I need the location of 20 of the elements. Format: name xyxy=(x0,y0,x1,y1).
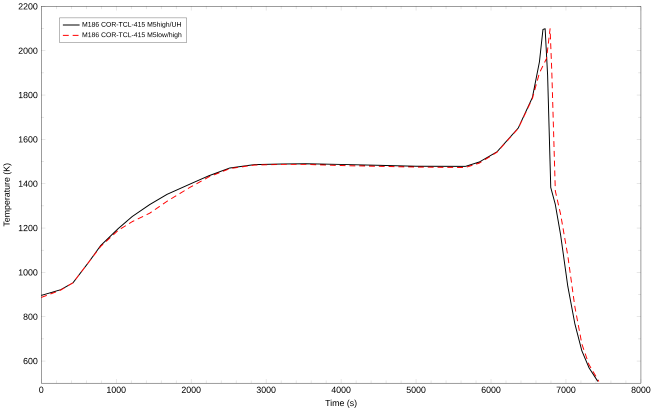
y-tick-label: 600 xyxy=(24,358,38,364)
y-tick-label: 1400 xyxy=(18,180,38,187)
y-axis-title: Temperature (K) xyxy=(3,163,12,226)
y-tick-label: 2000 xyxy=(18,48,38,54)
y-tick-label: 1800 xyxy=(18,92,38,98)
x-tick-label: 7000 xyxy=(556,386,576,393)
x-tick-label: 2000 xyxy=(182,386,201,393)
y-tick-label: 800 xyxy=(23,314,38,320)
y-tick-label: 1200 xyxy=(18,224,38,232)
x-tick-label: 1000 xyxy=(107,386,126,393)
y-tick-label: 2200 xyxy=(18,3,38,10)
x-tick-label: 0 xyxy=(39,386,44,393)
x-tick-label: 6000 xyxy=(482,386,500,393)
x-tick-label: 4000 xyxy=(331,386,351,393)
y-tick-label: 1600 xyxy=(18,136,38,142)
x-tick-label: 5000 xyxy=(406,386,426,393)
y-tick-label: 1000 xyxy=(18,269,38,276)
x-tick-label: 3000 xyxy=(256,386,276,393)
x-tick-label: 8000 xyxy=(632,386,650,393)
x-axis-title: Time (s) xyxy=(325,400,357,408)
